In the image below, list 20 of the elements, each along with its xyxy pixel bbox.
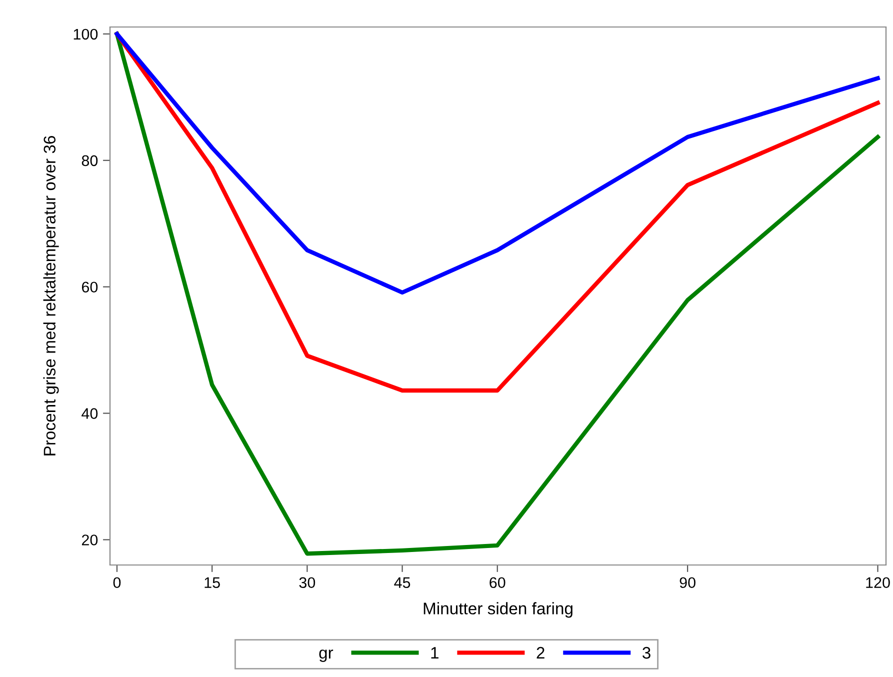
x-tick-label: 90	[680, 577, 696, 588]
y-tick-label: 20	[82, 534, 98, 546]
legend-title: gr	[319, 650, 334, 662]
y-axis-title: Procent grise med rektaltemperatur over 36	[43, 136, 59, 456]
legend-label: 3	[642, 646, 650, 659]
x-tick-label: 60	[490, 577, 506, 588]
y-tick-label: 40	[82, 408, 98, 419]
legend-label: 1	[431, 647, 438, 659]
y-tick-label: 80	[82, 155, 98, 166]
x-tick-label: 30	[299, 577, 316, 588]
x-axis-title: Minutter siden faring	[424, 602, 572, 618]
x-tick-label: 0	[113, 577, 121, 588]
y-tick-label: 100	[74, 28, 98, 40]
line-series	[114, 32, 880, 556]
line-series	[114, 32, 880, 295]
y-tick-label: 60	[82, 282, 98, 293]
x-tick-label: 120	[866, 577, 890, 588]
legend-label: 2	[536, 646, 544, 659]
x-tick-label: 45	[394, 577, 410, 588]
x-tick-label: 15	[204, 577, 220, 588]
